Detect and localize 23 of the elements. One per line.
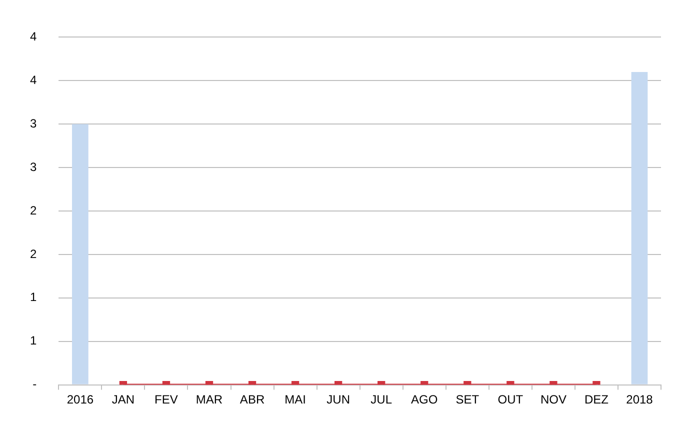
x-tick-label: AGO <box>411 392 438 406</box>
x-tick-label: DEZ <box>584 392 608 406</box>
x-tick-label: JUN <box>326 392 350 406</box>
x-tick-label: JAN <box>112 392 135 406</box>
y-tick-label: 4 <box>30 30 37 44</box>
x-tick-label: MAI <box>284 392 306 406</box>
x-tick-label: FEV <box>154 392 178 406</box>
x-tick-label: NOV <box>540 392 566 406</box>
x-tick-label: 2016 <box>66 392 94 406</box>
y-tick-label: 4 <box>30 72 37 87</box>
x-tick-label: JUL <box>370 392 392 406</box>
y-tick-label: 2 <box>30 203 37 218</box>
y-tick-label: - <box>32 377 37 392</box>
y-tick-label: 1 <box>30 290 37 304</box>
x-tick-label: ABR <box>240 392 265 406</box>
y-tick-label: 3 <box>30 160 37 174</box>
x-tick-label: 2018 <box>626 392 654 406</box>
x-tick-label: SET <box>456 392 480 406</box>
x-tick-label: OUT <box>498 392 524 406</box>
y-tick-label: 2 <box>30 246 37 261</box>
y-tick-label: 3 <box>30 116 37 130</box>
y-tick-label: 1 <box>30 334 37 348</box>
x-tick-label: MAR <box>196 392 223 406</box>
